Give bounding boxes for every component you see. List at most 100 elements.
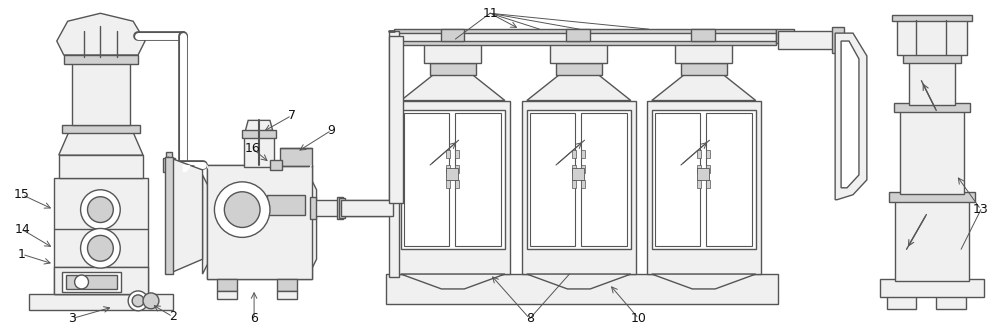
Bar (894, 103, 970, 113)
Bar (652, 111, 756, 249)
Polygon shape (401, 73, 505, 101)
Bar (419, 31, 487, 41)
Bar (66, 275, 117, 289)
Polygon shape (652, 274, 756, 289)
Bar (832, 27, 844, 53)
Bar (903, 53, 961, 63)
Bar (706, 114, 752, 246)
Bar (647, 101, 761, 274)
Bar (424, 39, 481, 63)
Bar (280, 148, 312, 166)
Bar (446, 168, 458, 180)
Bar (681, 63, 727, 75)
Bar (277, 291, 297, 299)
Bar (455, 150, 459, 158)
Bar (895, 200, 969, 281)
Bar (892, 15, 972, 21)
Bar (572, 165, 576, 173)
Bar (401, 111, 505, 249)
Polygon shape (835, 33, 867, 200)
Bar (550, 39, 607, 63)
Text: 7: 7 (288, 109, 296, 122)
Bar (691, 29, 715, 41)
Bar (207, 165, 312, 279)
Bar (909, 61, 955, 105)
Bar (581, 180, 585, 188)
Bar (242, 130, 276, 138)
Bar (217, 291, 237, 299)
Bar (455, 114, 501, 246)
Polygon shape (59, 132, 143, 155)
Text: 10: 10 (631, 312, 647, 325)
Bar (697, 168, 709, 180)
Circle shape (75, 275, 89, 289)
Text: 11: 11 (482, 7, 498, 20)
Bar (706, 165, 710, 173)
Bar (396, 101, 510, 274)
Text: 3: 3 (68, 312, 76, 325)
Bar (889, 192, 975, 202)
Bar (446, 180, 450, 188)
Text: 8: 8 (526, 312, 534, 325)
Text: 16: 16 (244, 142, 260, 155)
Bar (556, 63, 602, 75)
Bar (572, 168, 584, 180)
Circle shape (81, 228, 120, 268)
Text: 13: 13 (973, 203, 989, 216)
Bar (64, 55, 138, 64)
Bar (312, 200, 341, 215)
Bar (900, 111, 964, 194)
Polygon shape (527, 274, 631, 289)
Bar (59, 155, 143, 178)
Bar (522, 101, 636, 274)
Polygon shape (244, 120, 274, 135)
Bar (166, 152, 172, 158)
Circle shape (88, 197, 113, 222)
Bar (897, 19, 967, 55)
Bar (887, 294, 916, 309)
Bar (54, 178, 148, 294)
Bar (310, 197, 316, 218)
Bar (527, 111, 631, 249)
Bar (341, 200, 401, 215)
Bar (655, 114, 700, 246)
Bar (566, 29, 590, 41)
Bar (455, 165, 459, 173)
Bar (455, 180, 459, 188)
Bar (386, 274, 778, 304)
Polygon shape (168, 157, 203, 274)
Bar (706, 180, 710, 188)
Bar (339, 198, 345, 217)
Bar (62, 125, 140, 133)
Bar (446, 165, 450, 173)
Text: 1: 1 (18, 248, 26, 261)
Text: 6: 6 (250, 312, 258, 325)
Bar (394, 29, 776, 33)
Text: 2: 2 (169, 310, 177, 323)
Bar (697, 165, 701, 173)
Bar (337, 197, 343, 218)
Bar (163, 158, 175, 172)
Circle shape (132, 295, 144, 307)
Bar (706, 150, 710, 158)
Polygon shape (312, 180, 317, 269)
Bar (581, 165, 585, 173)
Circle shape (224, 192, 260, 227)
Bar (670, 31, 738, 41)
Bar (207, 165, 312, 279)
Circle shape (81, 190, 120, 229)
Bar (267, 195, 305, 215)
Bar (54, 267, 148, 294)
Bar (394, 31, 776, 43)
Bar (217, 279, 237, 291)
Bar (394, 41, 776, 45)
Bar (776, 29, 794, 43)
Bar (389, 31, 399, 277)
Polygon shape (841, 41, 859, 188)
Bar (572, 180, 576, 188)
Bar (389, 36, 403, 203)
Text: 15: 15 (14, 188, 30, 201)
Bar (446, 150, 450, 158)
Bar (270, 160, 282, 170)
Text: 14: 14 (14, 223, 30, 236)
